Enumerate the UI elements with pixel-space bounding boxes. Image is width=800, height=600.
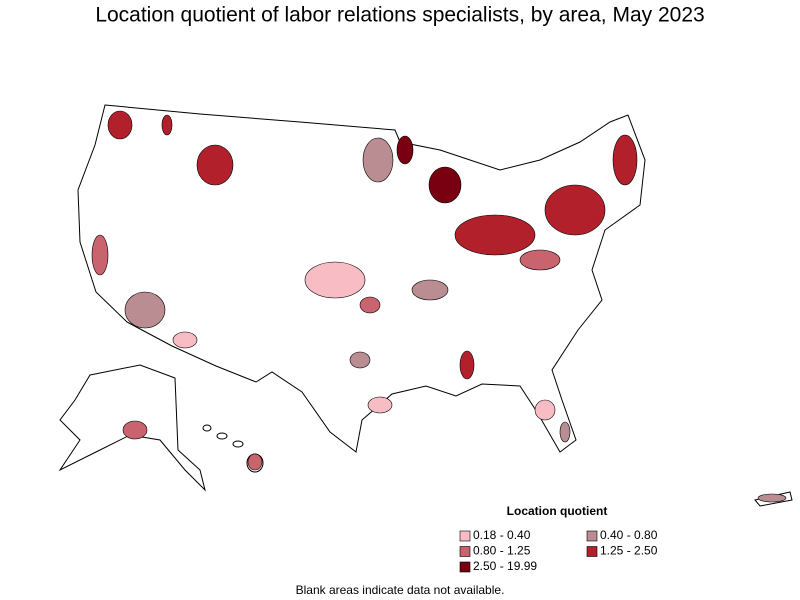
area — [544, 184, 606, 236]
area — [359, 296, 381, 314]
legend: 0.18 - 0.40 0.40 - 0.80 0.80 - 1.25 1.25 - … — [459, 528, 658, 573]
area — [757, 493, 787, 503]
legend-swatch — [459, 546, 471, 557]
area — [428, 166, 462, 204]
area — [534, 399, 556, 421]
area — [91, 234, 109, 276]
legend-swatch — [586, 530, 598, 542]
legend-label: 0.18 - 0.40 — [473, 528, 531, 542]
area — [247, 453, 263, 471]
legend-swatch — [586, 546, 598, 557]
title: Location quotient of labor relations spe… — [95, 4, 704, 27]
area — [124, 291, 166, 329]
area — [559, 421, 571, 443]
area — [459, 350, 475, 380]
legend-label: 0.80 - 1.25 — [473, 544, 531, 558]
area — [161, 114, 173, 136]
area — [362, 137, 394, 183]
area — [304, 261, 366, 299]
area — [349, 351, 371, 369]
area — [367, 396, 393, 414]
legend-swatch — [459, 530, 471, 542]
area — [454, 214, 536, 256]
legend-label: 1.25 - 2.50 — [600, 544, 658, 558]
area — [196, 144, 234, 186]
area — [519, 249, 561, 271]
legend-title: Location quotient — [507, 504, 608, 518]
footnote: Blank areas indicate data not available. — [296, 583, 505, 597]
legend-label: 0.40 - 0.80 — [600, 528, 658, 542]
legend-label: 2.50 - 19.99 — [473, 559, 537, 573]
legend-swatch — [459, 561, 471, 573]
map — [58, 104, 793, 507]
area — [172, 331, 198, 349]
area — [612, 134, 638, 186]
area — [122, 420, 148, 440]
area — [396, 135, 414, 165]
area — [411, 279, 449, 301]
area — [107, 110, 133, 140]
areas — [91, 110, 787, 503]
